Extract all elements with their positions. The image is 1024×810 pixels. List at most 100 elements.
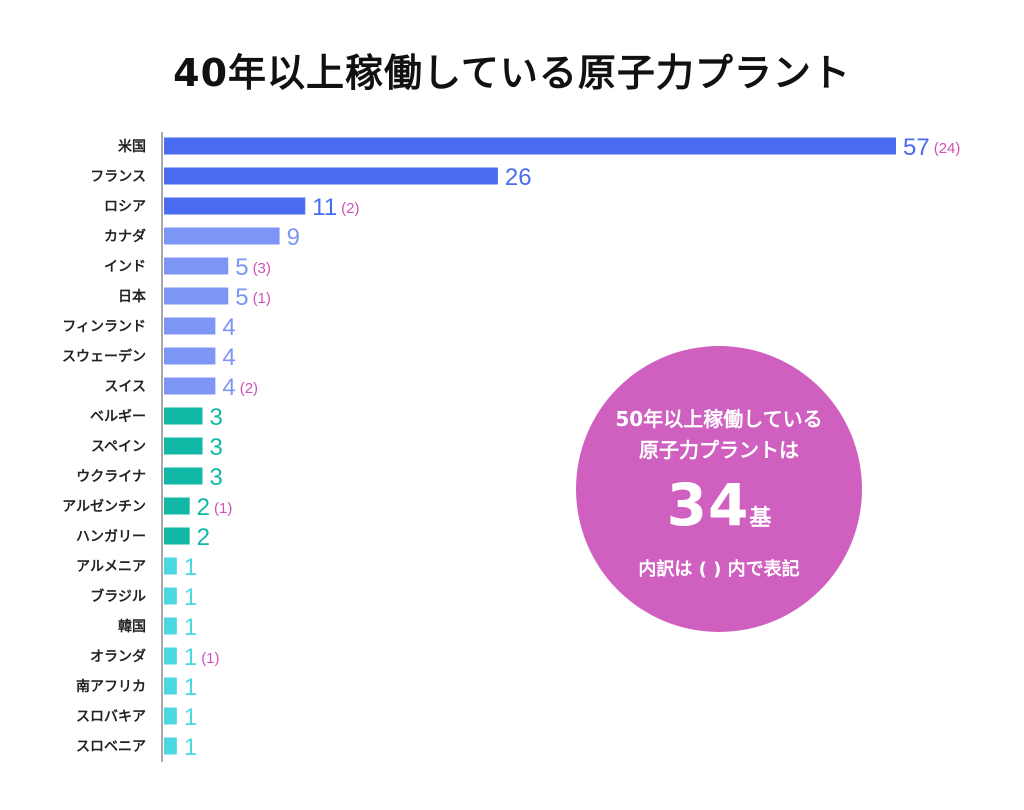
value-number: 1 [184, 704, 197, 731]
chart-title: 40年以上稼働している原子力プラント [173, 51, 851, 95]
bar [164, 557, 177, 575]
bar [164, 377, 216, 395]
subvalue-label: (1) [201, 650, 219, 667]
bar [164, 257, 229, 275]
value-number: 2 [197, 494, 210, 521]
category-label: ハンガリー [76, 529, 146, 545]
category-label: 韓国 [118, 618, 146, 635]
category-label: ベルギー [90, 408, 146, 425]
value-number: 2 [197, 524, 210, 551]
value-label: 3 [210, 434, 223, 461]
bar [164, 407, 203, 425]
value-label: 11 (2) [312, 194, 359, 221]
value-label: 9 [287, 224, 300, 251]
subvalue-label: (2) [240, 380, 258, 397]
bar [164, 317, 216, 335]
category-label: アルゼンチン [62, 498, 146, 515]
bars [164, 137, 896, 755]
callout-total-unit: 基 [749, 506, 772, 531]
bar [164, 467, 203, 485]
category-label: フランス [90, 169, 146, 185]
bar [164, 707, 177, 725]
value-label: 3 [210, 464, 223, 491]
bar [164, 137, 896, 155]
category-label: インド [104, 259, 146, 275]
bar [164, 737, 177, 755]
value-number: 5 [235, 254, 248, 281]
value-number: 4 [222, 344, 235, 371]
bar [164, 617, 177, 635]
value-label: 26 [505, 164, 532, 191]
category-label: オランダ [90, 648, 146, 665]
category-label: カナダ [104, 228, 146, 245]
value-label: 57 (24) [903, 134, 960, 161]
value-number: 3 [210, 434, 223, 461]
callout-total-number: 34 [666, 471, 750, 539]
value-number: 3 [210, 464, 223, 491]
value-label: 4 (2) [222, 374, 258, 401]
category-label: フィンランド [62, 319, 146, 335]
subvalue-label: (1) [214, 500, 232, 517]
bar [164, 677, 177, 695]
value-label: 1 [184, 554, 197, 581]
callout-line-1: 50年以上稼働している [615, 407, 823, 431]
bar [164, 287, 229, 305]
bar [164, 347, 216, 365]
bar [164, 527, 190, 545]
bar [164, 497, 190, 515]
value-number: 5 [235, 284, 248, 311]
value-label: 1 [184, 584, 197, 611]
subvalue-label: (1) [253, 290, 271, 307]
subvalue-label: (3) [253, 260, 271, 277]
value-label: 1 [184, 734, 197, 761]
value-number: 1 [184, 674, 197, 701]
value-label: 4 [222, 344, 235, 371]
value-label: 3 [210, 404, 223, 431]
bar [164, 437, 203, 455]
value-number: 4 [222, 374, 235, 401]
category-label: 日本 [118, 288, 147, 305]
bar [164, 647, 177, 665]
value-number: 4 [222, 314, 235, 341]
category-label: 米国 [118, 138, 146, 155]
value-number: 57 [903, 134, 930, 161]
value-label: 5 (1) [235, 284, 271, 311]
value-number: 1 [184, 734, 197, 761]
value-number: 9 [287, 224, 300, 251]
value-label: 1 [184, 704, 197, 731]
value-number: 26 [505, 164, 532, 191]
value-number: 1 [184, 584, 197, 611]
category-label: スロバキア [76, 709, 146, 725]
value-label: 1 [184, 614, 197, 641]
value-label: 2 [197, 524, 210, 551]
category-label: ブラジル [90, 588, 146, 605]
category-label: スペイン [91, 439, 146, 455]
bar [164, 167, 498, 185]
category-label: ウクライナ [76, 469, 146, 485]
value-label: 2 (1) [197, 494, 233, 521]
category-label: スウェーデン [62, 348, 146, 365]
subvalue-label: (24) [934, 140, 961, 157]
bar [164, 227, 280, 245]
value-label: 4 [222, 314, 235, 341]
callout-line-2: 原子力プラントは [639, 438, 799, 462]
value-number: 3 [210, 404, 223, 431]
category-label: アルメニア [76, 559, 146, 575]
callout-total: 34基 [576, 474, 862, 551]
value-number: 1 [184, 644, 197, 671]
value-label: 1 [184, 674, 197, 701]
subvalue-label: (2) [341, 200, 359, 217]
value-label: 5 (3) [235, 254, 271, 281]
category-label: ロシア [104, 199, 146, 215]
category-label: スロベニア [76, 739, 146, 755]
category-label: スイス [104, 379, 146, 395]
callout-note: 内訳は ( ) 内で表記 [638, 559, 800, 580]
bar [164, 587, 177, 605]
bar [164, 197, 306, 215]
value-number: 11 [312, 194, 337, 221]
category-labels: 米国フランスロシアカナダインド日本フィンランドスウェーデンスイスベルギースペイン… [62, 138, 147, 755]
value-number: 1 [184, 614, 197, 641]
